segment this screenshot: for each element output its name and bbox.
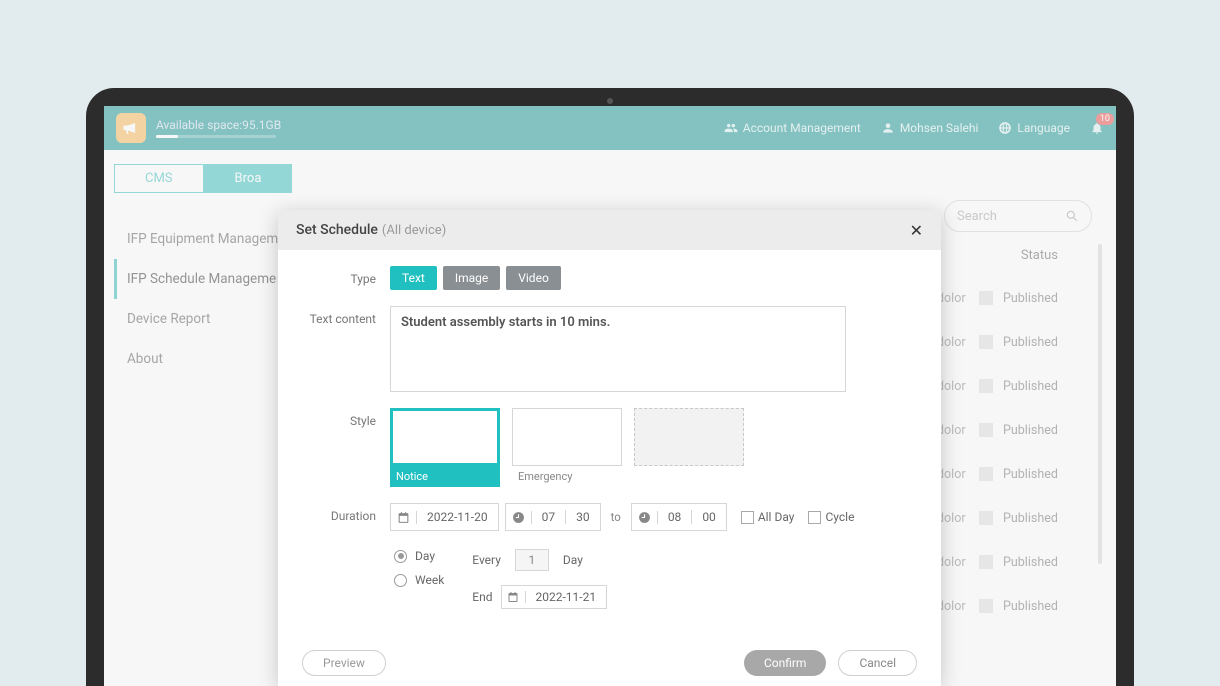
style-notice-caption: Notice [390, 466, 500, 487]
every-unit: Day [563, 553, 583, 567]
every-value-input[interactable]: 1 [515, 549, 549, 571]
radio-week[interactable]: Week [394, 573, 444, 587]
start-date-input[interactable]: 2022-11-20 [390, 503, 499, 531]
cycle-period-radios: Day Week [394, 549, 444, 597]
confirm-button[interactable]: Confirm [744, 650, 827, 676]
all-day-checkbox[interactable]: All Day [741, 510, 795, 524]
type-row: Type Text Image Video [302, 266, 917, 290]
modal-title: Set Schedule [296, 222, 378, 238]
duration-fields: 2022-11-20 07 30 to 08 00 All Day Cycle [390, 503, 917, 531]
type-chips: Text Image Video [390, 266, 917, 290]
radio-day[interactable]: Day [394, 549, 444, 563]
textcontent-label: Text content [302, 306, 390, 392]
type-label: Type [302, 266, 390, 290]
radio-day-label: Day [415, 549, 435, 563]
type-chip-text[interactable]: Text [390, 266, 437, 290]
clock-icon [512, 511, 525, 524]
cycle-detail: Every 1 Day End 2022-11-21 [472, 549, 607, 619]
set-schedule-modal: Set Schedule (All device) ✕ Type Text Im… [278, 210, 941, 686]
modal-footer: Preview Confirm Cancel [278, 650, 941, 676]
style-options: Notice Emergency [390, 408, 917, 487]
text-content-input[interactable]: Student assembly starts in 10 mins. [390, 306, 846, 392]
end-date-input[interactable]: 2022-11-21 [501, 585, 608, 609]
checkbox-icon [741, 511, 754, 524]
radio-icon [394, 574, 407, 587]
style-label: Style [302, 408, 390, 487]
type-chip-image[interactable]: Image [443, 266, 500, 290]
clock-icon [638, 511, 651, 524]
modal-body: Type Text Image Video Text content Stude… [278, 250, 941, 635]
style-emergency-caption: Emergency [512, 466, 622, 487]
calendar-icon [507, 591, 519, 603]
modal-subtitle: (All device) [382, 223, 446, 238]
cycle-label: Cycle [825, 510, 854, 524]
cycle-block: Day Week Every 1 Day End [394, 549, 917, 619]
every-label: Every [472, 553, 501, 567]
radio-week-label: Week [415, 573, 444, 587]
style-notice-preview [390, 408, 500, 466]
checkbox-icon [808, 511, 821, 524]
end-label: End [472, 590, 492, 604]
style-emergency[interactable]: Emergency [512, 408, 622, 487]
start-time-input[interactable]: 07 30 [505, 503, 601, 531]
all-day-label: All Day [758, 510, 795, 524]
close-icon[interactable]: ✕ [910, 221, 923, 240]
cycle-checkbox[interactable]: Cycle [808, 510, 854, 524]
preview-button[interactable]: Preview [302, 650, 386, 676]
cancel-button[interactable]: Cancel [838, 650, 917, 676]
radio-icon [394, 550, 407, 563]
start-date-value: 2022-11-20 [417, 510, 498, 524]
type-chip-video[interactable]: Video [506, 266, 561, 290]
end-hour: 08 [658, 510, 693, 524]
end-min: 00 [692, 510, 726, 524]
modal-header: Set Schedule (All device) ✕ [278, 210, 941, 250]
style-blank-preview [634, 408, 744, 466]
to-label: to [611, 510, 621, 524]
end-time-input[interactable]: 08 00 [631, 503, 727, 531]
duration-row: Duration 2022-11-20 07 30 to 08 00 All D [302, 503, 917, 531]
style-blank[interactable] [634, 408, 744, 487]
start-min: 30 [566, 510, 600, 524]
textcontent-row: Text content Student assembly starts in … [302, 306, 917, 392]
style-row: Style Notice Emergency [302, 408, 917, 487]
cycle-row: Day Week Every 1 Day End [302, 539, 917, 619]
duration-label: Duration [302, 503, 390, 531]
end-date-value: 2022-11-21 [526, 590, 607, 604]
style-emergency-preview [512, 408, 622, 466]
calendar-icon [397, 511, 410, 524]
start-hour: 07 [532, 510, 567, 524]
style-notice[interactable]: Notice [390, 408, 500, 487]
